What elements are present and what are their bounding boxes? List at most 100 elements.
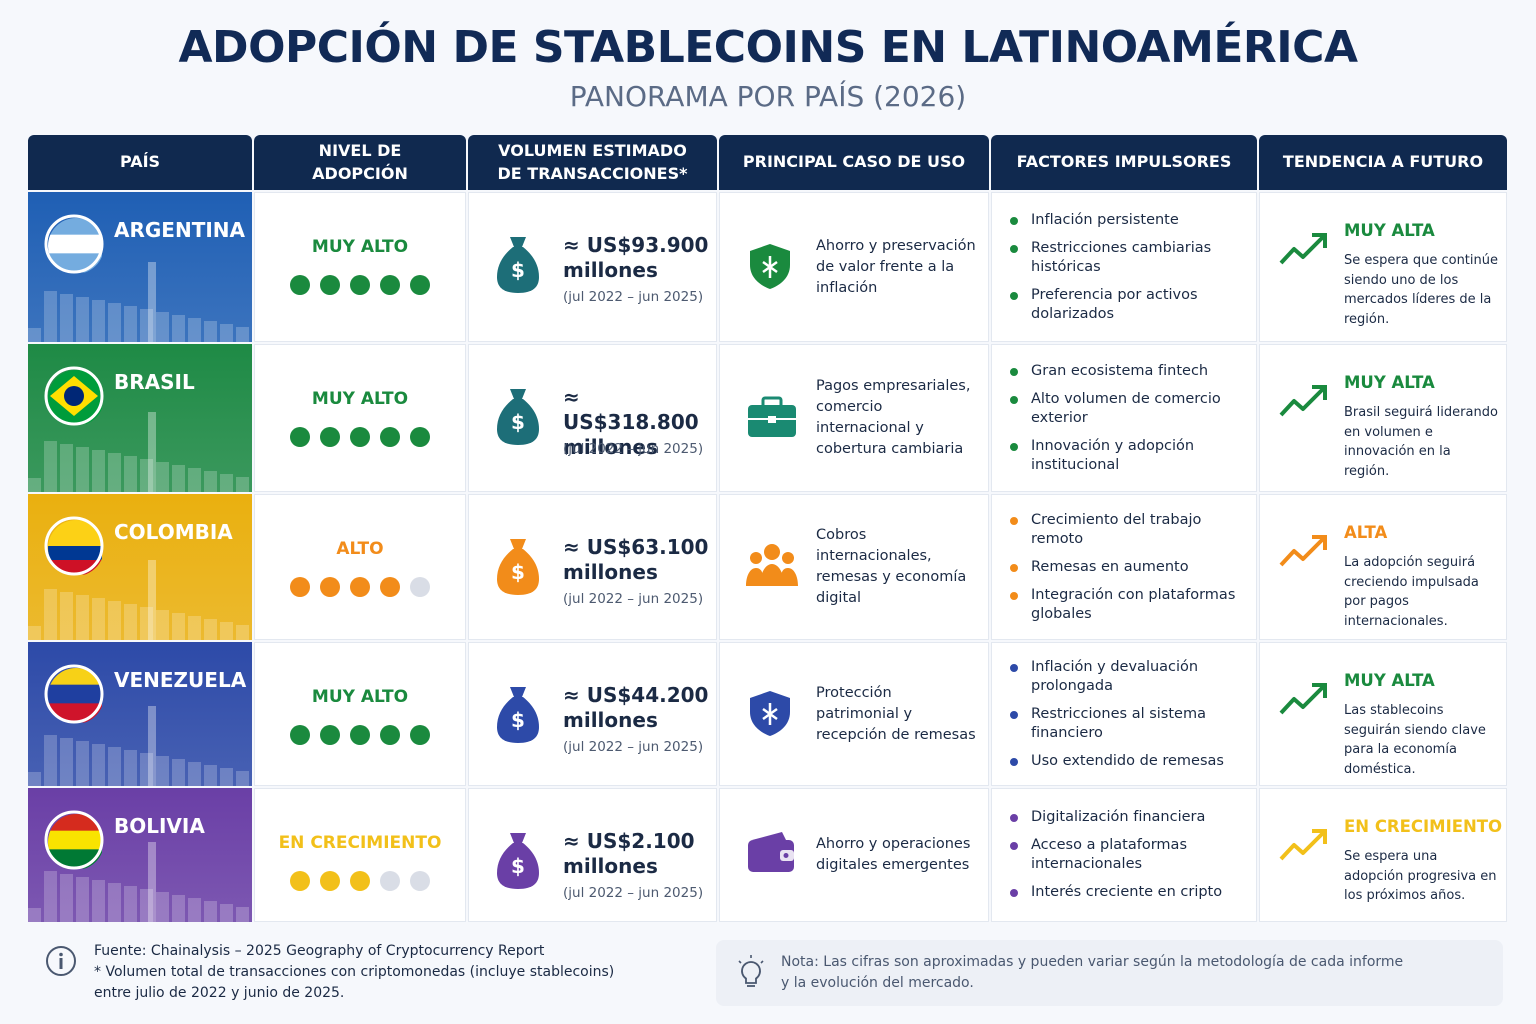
adoption-dot bbox=[410, 725, 430, 745]
factor-list: Gran ecosistema fintech Alto volumen de c… bbox=[1008, 345, 1246, 491]
adoption-dots bbox=[255, 725, 465, 745]
country-name: ARGENTINA bbox=[114, 218, 245, 242]
trend-arrow bbox=[1279, 829, 1327, 861]
flag bbox=[44, 366, 104, 426]
factor-list: Inflación y devaluación prolongada Restri… bbox=[1008, 643, 1246, 785]
adoption-dot bbox=[290, 725, 310, 745]
bulb-icon bbox=[738, 955, 764, 987]
skyline bbox=[28, 842, 249, 922]
volume-amount: ≈ US$2.100 millones bbox=[563, 829, 695, 879]
table-cell: Ahorro y operaciones digitales emergente… bbox=[719, 788, 989, 922]
skyline bbox=[28, 262, 249, 342]
table-cell: BOLIVIA bbox=[28, 788, 252, 922]
adoption-dot bbox=[410, 871, 430, 891]
flag bbox=[44, 214, 104, 274]
adoption-dot bbox=[350, 725, 370, 745]
factor-list: Inflación persistente Restricciones cambi… bbox=[1008, 193, 1246, 341]
factor: Preferencia por activos dolarizados bbox=[1008, 286, 1246, 324]
factor-list: Crecimiento del trabajo remoto Remesas en… bbox=[1008, 495, 1246, 639]
table-cell: Cobros internacionales, remesas y econom… bbox=[719, 494, 989, 640]
adoption-dot bbox=[380, 427, 400, 447]
use-case-icon bbox=[748, 832, 794, 872]
source-line: Fuente: Chainalysis – 2025 Geography of … bbox=[94, 943, 545, 959]
table-cell: EN CRECIMIENTO bbox=[254, 788, 466, 922]
adoption-dot bbox=[380, 871, 400, 891]
table-cell: Crecimiento del trabajo remoto Remesas en… bbox=[991, 494, 1257, 640]
use-case-icon bbox=[750, 244, 790, 289]
trend-label: ALTA bbox=[1344, 523, 1388, 542]
use-case-icon bbox=[748, 396, 796, 437]
table-cell: ALTA La adopción seguirá creciendo impuls… bbox=[1259, 494, 1507, 640]
adoption-dot bbox=[320, 275, 340, 295]
trend-text: Las stablecoins seguirán siendo clave pa… bbox=[1344, 703, 1486, 777]
table-cell: $ ≈ US$44.200 millones (jul 2022 – jun 2025… bbox=[468, 642, 717, 786]
volume-period: (jul 2022 – jun 2025) bbox=[563, 289, 704, 305]
note-box: Nota: Las cifras son aproximadas y puede… bbox=[716, 940, 1503, 1006]
trend-label: MUY ALTA bbox=[1344, 373, 1435, 392]
factor: Inflación persistente bbox=[1008, 211, 1246, 230]
use-case-icon bbox=[750, 691, 790, 736]
trend-arrow bbox=[1279, 385, 1327, 417]
amount-unit: millones bbox=[563, 258, 658, 282]
table-cell: Inflación persistente Restricciones cambi… bbox=[991, 192, 1257, 342]
amount-unit: millones bbox=[563, 560, 658, 584]
note: Nota: Las cifras son aproximadas y puede… bbox=[781, 952, 1403, 994]
factor: Digitalización financiera bbox=[1008, 808, 1246, 827]
adoption-level: ALTO bbox=[336, 539, 384, 559]
adoption-dot bbox=[380, 725, 400, 745]
adoption-level: MUY ALTO bbox=[311, 237, 409, 257]
country-name: COLOMBIA bbox=[114, 520, 233, 544]
adoption-dot bbox=[380, 577, 400, 597]
table-cell: Pagos empresariales, comercio internacio… bbox=[719, 344, 989, 492]
amount-unit: millones bbox=[563, 708, 658, 732]
table-cell: $ ≈ US$63.100 millones (jul 2022 – jun 2025… bbox=[468, 494, 717, 640]
svg-text:$: $ bbox=[511, 854, 525, 878]
amount-unit: millones bbox=[563, 435, 658, 459]
amount: ≈ US$2.100 bbox=[563, 829, 695, 853]
adoption-dot bbox=[320, 725, 340, 745]
volume-amount: ≈ US$93.900 millones bbox=[563, 233, 708, 283]
factor: Acceso a plataformas internacionales bbox=[1008, 836, 1246, 874]
flag bbox=[44, 516, 104, 576]
adoption-dots bbox=[255, 577, 465, 597]
money-bag-icon: $ bbox=[497, 389, 539, 445]
svg-text:$: $ bbox=[511, 410, 525, 434]
svg-text:$: $ bbox=[511, 708, 525, 732]
adoption-level: MUY ALTO bbox=[311, 687, 409, 707]
adoption-dot bbox=[290, 275, 310, 295]
volume-period: (jul 2022 – jun 2025) bbox=[563, 591, 704, 607]
adoption-dot bbox=[350, 577, 370, 597]
factor-list: Digitalización financiera Acceso a plataf… bbox=[1008, 789, 1246, 921]
amount: ≈ US$318.800 bbox=[563, 385, 699, 434]
trend-text: Se espera una adopción progresiva en los… bbox=[1344, 849, 1497, 903]
column-header: FACTORES IMPULSORES bbox=[991, 135, 1257, 190]
use-case-icon bbox=[746, 544, 798, 586]
table-cell: $ ≈ US$318.800 millones (jul 2022 – jun 202… bbox=[468, 344, 717, 492]
table-cell: $ ≈ US$2.100 millones (jul 2022 – jun 2025) bbox=[468, 788, 717, 922]
subtitle: PANORAMA POR PAÍS (2026) bbox=[569, 80, 967, 113]
trend-arrow bbox=[1279, 535, 1327, 567]
amount: ≈ US$93.900 bbox=[563, 233, 709, 257]
title: ADOPCIÓN DE STABLECOINS EN LATINOAMÉRICA bbox=[178, 22, 1359, 73]
table-cell: Inflación y devaluación prolongada Restri… bbox=[991, 642, 1257, 786]
money-bag-icon: $ bbox=[497, 687, 539, 743]
column-header: TENDENCIA A FUTURO bbox=[1259, 135, 1507, 190]
info-icon bbox=[46, 946, 76, 976]
factor: Restricciones al sistema financiero bbox=[1008, 705, 1246, 743]
column-header: NIVEL DE ADOPCIÓN bbox=[254, 135, 466, 190]
adoption-level: MUY ALTO bbox=[311, 389, 409, 409]
use-case: Pagos empresariales, comercio internacio… bbox=[816, 378, 971, 457]
adoption-dots bbox=[255, 427, 465, 447]
adoption-dot bbox=[320, 577, 340, 597]
country-name: BRASIL bbox=[114, 370, 195, 394]
factor: Alto volumen de comercio exterior bbox=[1008, 390, 1246, 428]
source-line: * Volumen total de transacciones con cri… bbox=[94, 964, 615, 980]
skyline bbox=[28, 560, 249, 640]
adoption-dot bbox=[410, 577, 430, 597]
trend-label: EN CRECIMIENTO bbox=[1344, 817, 1503, 836]
column-header: PRINCIPAL CASO DE USO bbox=[719, 135, 989, 190]
adoption-dot bbox=[350, 275, 370, 295]
adoption-dot bbox=[290, 427, 310, 447]
volume-amount: ≈ US$63.100 millones bbox=[563, 535, 708, 585]
